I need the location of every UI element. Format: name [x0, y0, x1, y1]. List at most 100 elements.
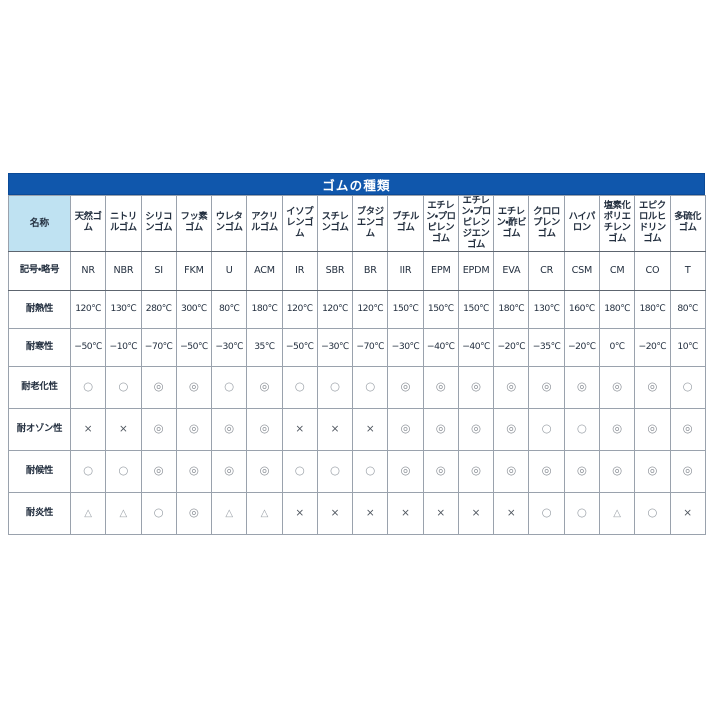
- cell-4-6: ×: [281, 407, 318, 451]
- table-row: 耐老化性 ○ ○ ◎ ◎ ○ ◎ ○ ○ ○ ◎ ◎ ◎ ◎ ◎ ◎ ◎ ◎ ○: [8, 365, 706, 409]
- rating-symbol: ×: [330, 422, 340, 435]
- column-header-sbr: スチレンゴム: [316, 195, 354, 252]
- cell-2-12: −20℃: [493, 327, 530, 367]
- rating-symbol: △: [613, 507, 621, 519]
- cell-1-12: 180℃: [493, 289, 530, 329]
- cell-1-4: 80℃: [211, 289, 248, 329]
- cell-4-16: ◎: [634, 407, 671, 451]
- cell-2-7: −30℃: [316, 327, 354, 367]
- rating-symbol: ○: [365, 378, 376, 393]
- cell-3-1: ○: [105, 365, 142, 409]
- rating-symbol: ○: [294, 378, 305, 393]
- column-header-br: ブタジエンゴム: [352, 195, 389, 252]
- rating-symbol: ◎: [259, 378, 270, 393]
- cell-2-9: −30℃: [387, 327, 424, 367]
- cell-2-17: 10℃: [669, 327, 706, 367]
- cell-1-5: 180℃: [246, 289, 283, 329]
- cell-1-3: 300℃: [175, 289, 213, 329]
- table-row: 耐候性 ○ ○ ◎ ◎ ◎ ◎ ○ ○ ○ ◎ ◎ ◎ ◎ ◎ ◎ ◎ ◎ ◎: [8, 449, 706, 493]
- cell-1-1: 130℃: [105, 289, 142, 329]
- rating-symbol: ◎: [471, 420, 482, 435]
- rating-symbol: ◎: [471, 462, 482, 477]
- cell-1-2: 280℃: [140, 289, 177, 329]
- rating-symbol: ○: [329, 378, 341, 393]
- rating-symbol: ○: [576, 504, 587, 519]
- rating-symbol: ○: [294, 462, 305, 477]
- rubber-properties-table-container: ゴムの種類 名称 天然ゴム ニトリルゴム シリコンゴム フッ素ゴム ウレタンゴム アクリルゴ…: [8, 173, 706, 535]
- column-header-t: 多硫化ゴム: [669, 195, 706, 252]
- cell-5-9: ◎: [387, 449, 424, 493]
- rating-symbol: △: [119, 507, 128, 519]
- rating-symbol: ×: [83, 422, 93, 435]
- column-header-iir: ブチルゴム: [387, 195, 424, 252]
- rating-symbol: ◎: [471, 378, 482, 393]
- cell-3-13: ◎: [528, 365, 565, 409]
- rating-symbol: ×: [401, 506, 410, 519]
- table-row: 耐オゾン性 × × ◎ ◎ ◎ ◎ × × × ◎ ◎ ◎ ◎ ○ ○ ◎ ◎ ◎: [8, 407, 706, 451]
- rating-symbol: ×: [118, 422, 128, 435]
- cell-0-13: CR: [528, 250, 565, 291]
- cell-2-11: −40℃: [457, 327, 495, 367]
- column-header-nr: 天然ゴム: [69, 195, 107, 252]
- cell-3-4: ○: [211, 365, 248, 409]
- cell-6-4: △: [211, 491, 248, 535]
- cell-4-0: ×: [69, 407, 107, 451]
- rating-symbol: ◎: [576, 378, 587, 393]
- cell-3-3: ◎: [175, 365, 213, 409]
- rating-symbol: ◎: [188, 504, 199, 519]
- cell-5-13: ◎: [528, 449, 565, 493]
- cell-4-7: ×: [316, 407, 354, 451]
- cell-0-2: SI: [140, 250, 177, 291]
- cell-4-4: ◎: [211, 407, 248, 451]
- rating-symbol: ◎: [259, 420, 270, 435]
- cell-6-17: ×: [669, 491, 706, 535]
- cell-4-3: ◎: [175, 407, 213, 451]
- cell-3-5: ◎: [246, 365, 283, 409]
- cell-2-10: −40℃: [422, 327, 459, 367]
- cell-3-15: ◎: [598, 365, 636, 409]
- column-header-csm: ハイパロン: [563, 195, 600, 252]
- cell-1-0: 120℃: [69, 289, 107, 329]
- cell-3-0: ○: [69, 365, 107, 409]
- cell-4-2: ◎: [140, 407, 177, 451]
- cell-3-10: ◎: [422, 365, 459, 409]
- cell-3-16: ◎: [634, 365, 671, 409]
- cell-5-6: ○: [281, 449, 318, 493]
- cell-2-16: −20℃: [634, 327, 671, 367]
- rating-symbol: ◎: [647, 420, 658, 435]
- rating-symbol: ◎: [188, 462, 199, 477]
- cell-5-1: ○: [105, 449, 142, 493]
- cell-3-17: ○: [669, 365, 706, 409]
- column-header-cr: クロロプレンゴム: [528, 195, 565, 252]
- cell-6-7: ×: [316, 491, 354, 535]
- cell-3-6: ○: [281, 365, 318, 409]
- rating-symbol: ◎: [647, 462, 658, 477]
- rating-symbol: ○: [329, 462, 341, 477]
- rating-symbol: ×: [506, 506, 516, 519]
- cell-5-17: ◎: [669, 449, 706, 493]
- rating-symbol: ◎: [612, 378, 623, 393]
- cell-5-7: ○: [316, 449, 354, 493]
- cell-0-17: T: [669, 250, 706, 291]
- column-header-epm: エチレン・プロピレンゴム: [422, 195, 459, 252]
- cell-2-1: −10℃: [105, 327, 142, 367]
- rating-symbol: △: [260, 507, 269, 519]
- cell-6-3: ◎: [175, 491, 213, 535]
- table-row: 記号・略号 NR NBR SI FKM U ACM IR SBR BR IIR EPM EPDM EVA C…: [8, 250, 706, 291]
- column-header-fkm: フッ素ゴム: [175, 195, 213, 252]
- cell-2-13: −35℃: [528, 327, 565, 367]
- cell-1-9: 150℃: [387, 289, 424, 329]
- column-header-ir: イソプレンゴム: [281, 195, 318, 252]
- rating-symbol: ◎: [400, 378, 411, 393]
- cell-6-12: ×: [493, 491, 530, 535]
- cell-5-15: ◎: [598, 449, 636, 493]
- cell-6-13: ○: [528, 491, 565, 535]
- rating-symbol: △: [225, 507, 234, 519]
- cell-6-8: ×: [352, 491, 389, 535]
- cell-5-5: ◎: [246, 449, 283, 493]
- cell-0-14: CSM: [563, 250, 600, 291]
- row-header-5: 耐候性: [8, 449, 71, 493]
- rating-symbol: △: [84, 507, 92, 519]
- rating-symbol: ◎: [506, 378, 517, 393]
- rating-symbol: ○: [541, 504, 552, 519]
